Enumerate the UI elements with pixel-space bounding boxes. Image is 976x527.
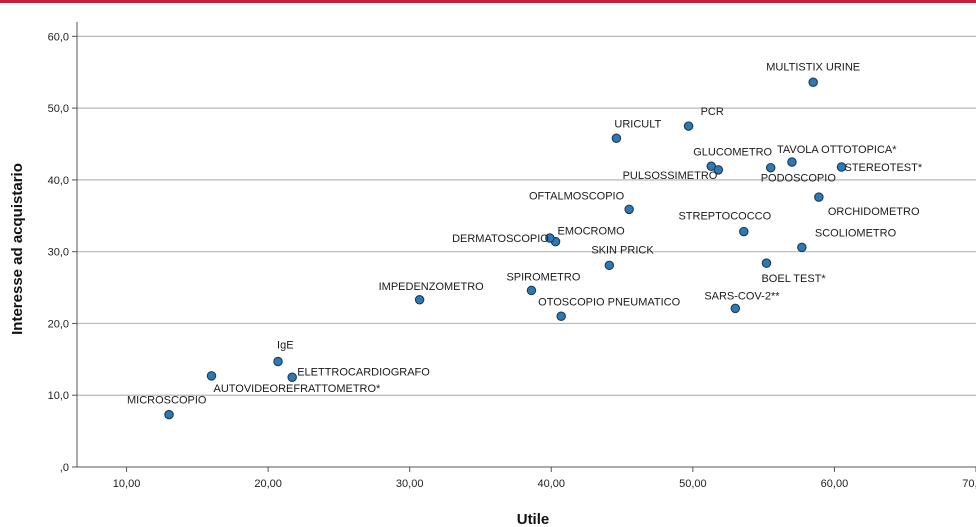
y-tick-label: 40,0 [48,175,69,187]
point-label: STEREOTEST* [845,162,923,174]
x-tick-label: 40,00 [538,478,566,490]
data-point [836,162,847,172]
point-label: AUTOVIDEOREFRATTOMETRO* [213,383,381,395]
y-tick-label: 60,0 [48,31,69,43]
point-label: GLUCOMETRO [693,146,772,158]
x-axis-ticks: 10,00 20,00 30,00 40,00 50,00 60,00 70,00 [113,467,976,490]
point-label: OFTALMOSCOPIO [529,190,625,202]
point-label: DERMATOSCOPIO [452,233,549,245]
data-point [287,372,297,383]
x-tick-label: 50,00 [679,478,707,490]
point-label: PODOSCOPIO [761,173,837,185]
data-point [556,311,566,322]
point-label: SKIN PRICK [591,244,654,256]
point-label: ORCHIDOMETRO [828,206,920,218]
data-point [808,77,818,88]
point-label: URICULT [614,118,661,130]
data-point [787,157,797,167]
data-point [683,121,694,131]
data-point [765,162,776,173]
y-axis-title: Interesse ad acquistario [9,163,26,335]
point-label: SCOLIOMETRO [815,227,897,239]
point-label: PULSOSSIMETRO [623,170,718,182]
data-point [611,133,622,144]
data-point [761,258,772,268]
x-tick-label: 60,00 [821,478,849,490]
point-label: MULTISTIX URINE [766,61,860,73]
top-accent-bar [0,0,976,3]
data-point [739,226,749,237]
data-point [545,233,555,243]
point-label: SARS-COV-2** [704,290,780,302]
data-point [273,356,283,367]
x-tick-label: 30,00 [396,478,424,490]
y-tick-label: 10,0 [48,390,69,402]
point-labels: MULTISTIX URINE PCR URICULT GLUCOMETRO PULSO… [127,61,923,406]
x-axis-title: Utile [517,511,550,527]
y-tick-label: 50,0 [48,103,69,115]
data-point [206,371,217,381]
data-point [414,295,425,305]
data-point [814,192,824,202]
data-point [713,165,724,175]
gridlines [77,35,976,396]
y-tick-label: 20,0 [48,318,69,330]
point-label: TAVOLA OTTOTOPICA* [777,144,897,156]
x-tick-label: 10,00 [113,478,141,490]
data-point [624,204,634,215]
y-tick-label: 30,0 [48,247,69,259]
y-axis-ticks: ,0 10,0 20,0 30,0 40,0 50,0 60,0 [48,31,77,474]
x-tick-label: 20,00 [254,478,282,490]
point-label: BOEL TEST* [761,273,826,285]
data-point [730,303,741,314]
data-points [164,77,847,420]
point-label: MICROSCOPIO [127,395,207,407]
point-label: IgE [277,339,294,351]
point-label: EMOCROMO [558,226,626,238]
data-point [164,409,174,420]
point-label: SPIROMETRO [506,271,580,283]
point-label: OTOSCOPIO PNEUMATICO [538,296,680,308]
data-point [526,285,537,296]
point-label: IMPEDENZOMETRO [379,281,485,293]
data-point [797,242,807,253]
data-point [604,260,615,271]
x-tick-label: 70,00 [962,478,976,490]
point-label: STREPTOCOCCO [678,211,771,223]
point-label: PCR [701,106,724,118]
y-tick-label: ,0 [60,462,69,474]
point-label: ELETTROCARDIOGRAFO [297,366,430,378]
